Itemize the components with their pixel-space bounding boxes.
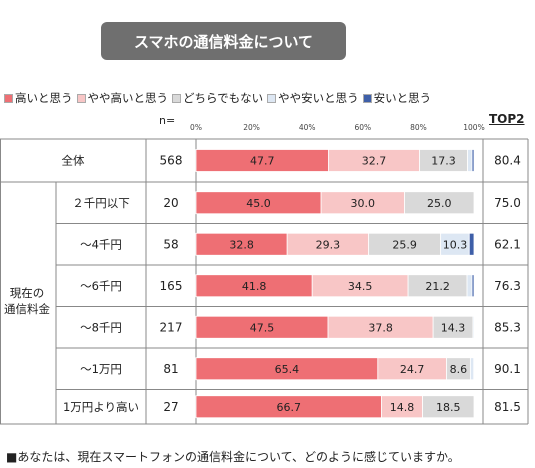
x-tick-label: 40% [299,123,316,132]
n-value: 20 [163,196,178,210]
legend-label: 高いと思う [15,91,73,105]
top2-value: 80.4 [494,154,521,168]
data-label: 32.7 [362,155,387,168]
data-label: 8.6 [450,363,468,376]
x-tick-label: 0% [190,123,202,132]
legend-label: やや安いと思う [278,91,359,105]
legend-label: どちらでもない [183,91,264,105]
data-label: 41.8 [242,280,267,293]
data-label: 25.9 [392,238,417,251]
data-label: 34.5 [348,280,373,293]
n-value: 27 [163,400,178,414]
data-label: 10.3 [443,238,468,251]
legend-item: 高いと思う [4,90,73,106]
group-label: 現在の通信料金 [4,286,50,316]
legend-swatch [362,93,372,103]
bar-segment [471,274,475,298]
legend-label: やや高いと思う [87,91,169,105]
data-label: 32.8 [229,238,254,251]
footnote: ■あなたは、現在スマートフォンの通信料金について、どのように感じていますか。 [6,450,460,464]
n-value: 58 [163,237,178,251]
data-label: 14.8 [390,401,415,414]
top2-value: 75.0 [494,196,521,210]
top2-value: 81.5 [494,400,521,414]
bar-segment [472,315,475,339]
bar-segment [404,191,475,215]
data-label: 14.3 [441,321,466,334]
top2-header: TOP2 [489,112,525,126]
n-value: 217 [160,320,183,334]
legend-item: やや安いと思う [267,90,359,106]
n-header: n= [159,114,176,127]
legend-item: やや高いと思う [76,90,169,106]
top2-value: 76.3 [494,279,521,293]
data-label: 17.3 [431,155,456,168]
data-label: 47.5 [250,321,275,334]
bar-segment [471,149,475,172]
n-value: 165 [160,279,183,293]
legend: 高いと思う やや高いと思う どちらでもない やや安いと思う 安いと思う [4,90,435,106]
category-label: ～6千円 [80,279,122,293]
bar-segment [466,274,473,298]
category-label: ～1万円 [80,362,122,376]
legend-swatch [267,93,277,103]
x-tick-label: 100% [463,123,484,132]
data-label: 47.7 [250,155,275,168]
chart-title: スマホの通信料金について [101,22,346,60]
data-label: 30.0 [351,197,376,210]
data-label: 29.3 [316,238,341,251]
category-label: ２千円以下 [72,196,130,210]
n-value: 81 [163,362,178,376]
data-label: 18.5 [436,401,461,414]
data-label: 66.7 [276,401,301,414]
data-label: 37.8 [368,321,393,334]
top2-value: 90.1 [494,362,521,376]
bar-segment [469,357,475,381]
category-label: ～4千円 [80,237,122,251]
table-grid [0,138,529,425]
category-label: ～8千円 [80,320,122,334]
data-label: 65.4 [275,363,300,376]
bar-segment [422,395,475,419]
n-value: 568 [160,154,183,168]
legend-swatch [4,93,13,103]
category-label: 全体 [62,154,85,168]
data-label: 45.0 [246,197,271,210]
legend-swatch [172,93,181,103]
bar-segment [467,149,473,172]
data-label: 24.7 [400,363,425,376]
legend-item: どちらでもない [172,90,263,106]
data-label: 21.2 [425,280,450,293]
legend-swatch [76,93,86,103]
x-tick-label: 80% [410,123,427,132]
legend-label: 安いと思う [373,91,432,105]
data-label: 25.0 [427,197,452,210]
x-tick-label: 60% [354,123,371,132]
category-label: 1万円より高い [63,400,139,414]
x-tick-label: 20% [243,123,260,132]
legend-item: 安いと思う [362,90,432,106]
bar-segment [468,232,475,256]
top2-value: 85.3 [494,320,521,334]
top2-value: 62.1 [494,237,521,251]
